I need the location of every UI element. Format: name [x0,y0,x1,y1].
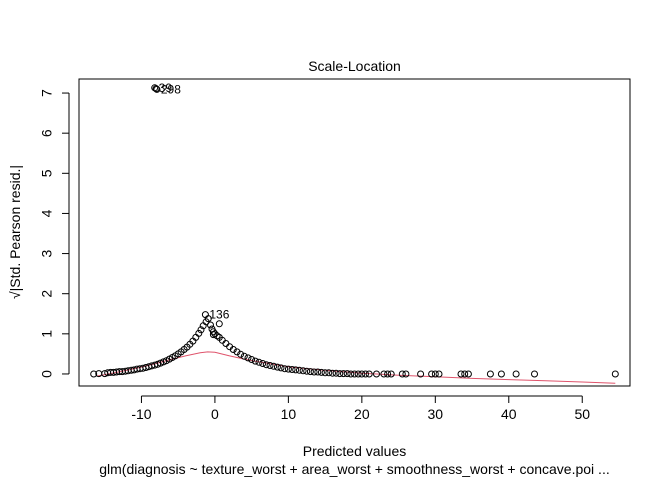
data-point [435,370,443,378]
chart-title: Scale-Location [308,58,401,74]
x-tick-label: 10 [281,406,297,422]
x-axis-label: Predicted values [303,443,407,459]
data-point [317,368,325,376]
data-point [461,370,469,378]
data-point [299,367,307,375]
y-tick-label: 7 [39,89,55,97]
data-point [90,370,98,378]
data-point [497,370,505,378]
data-point [237,350,245,358]
data-point [336,370,344,378]
data-point [270,362,278,370]
data-point [266,362,274,369]
data-point [152,85,160,93]
y-tick-label: 6 [39,129,55,137]
y-tick-label: 5 [39,169,55,177]
data-point [358,370,366,378]
x-tick-label: 40 [501,406,517,422]
data-point [365,370,373,378]
data-point [351,370,358,378]
data-point [431,370,439,378]
data-point [209,331,217,339]
data-point [153,85,161,93]
data-point [354,370,362,378]
data-point [373,370,380,378]
data-point [343,370,351,378]
y-tick-label: 1 [39,330,55,338]
data-point [398,370,406,378]
data-point [387,370,395,378]
data-point [233,348,241,356]
data-point [531,370,538,378]
data-point [332,369,340,377]
data-point [209,328,217,336]
point-label: 39 [159,81,173,95]
data-point [222,340,230,347]
data-point [273,363,281,371]
data-point [512,370,520,378]
y-tick-label: 3 [39,249,55,257]
data-point [329,369,336,377]
data-point [486,370,494,378]
data-point [244,354,252,362]
y-tick-label: 4 [39,209,55,217]
y-tick-label: 2 [39,290,55,298]
data-point [292,366,300,374]
y-axis: 0 1 2 3 4 5 6 7 [39,89,70,378]
data-point [347,370,355,378]
smooth-line-layer [97,351,616,384]
data-point [288,366,296,373]
data-point [215,320,223,328]
data-point [207,321,214,329]
data-point [325,369,333,377]
data-point [213,332,221,340]
data-point [362,370,369,378]
data-point [464,370,472,378]
x-tick-label: 20 [354,406,370,422]
point-label: 298 [161,82,181,96]
data-point [303,367,311,375]
x-axis: -10 0 10 20 30 40 50 [131,395,590,422]
data-point [340,370,347,378]
data-point [380,370,388,378]
x-tick-label: 50 [574,406,590,422]
y-tick-label: 0 [39,370,55,378]
data-point [255,358,263,366]
data-point [295,366,303,374]
data-point [201,311,209,319]
data-point [384,370,392,378]
data-point [306,368,314,376]
data-point [251,357,259,365]
data-point [151,84,159,92]
data-point [284,365,292,373]
data-point [417,370,425,378]
data-point [310,368,318,376]
data-point [277,364,285,372]
data-point [229,346,237,353]
data-point [402,370,410,378]
x-tick-label: -10 [131,406,151,422]
data-point [248,356,256,363]
model-formula-subtitle: glm(diagnosis ~ texture_worst + area_wor… [99,461,609,477]
data-point [240,352,248,360]
data-point [457,370,465,378]
data-point [259,360,267,367]
data-point [314,368,322,376]
x-tick-label: 0 [211,406,219,422]
plot-frame [78,78,631,387]
data-point [195,329,203,337]
point-label: 136 [209,308,229,322]
data-point [281,365,289,373]
y-axis-label: √|Std. Pearson resid.| [7,165,23,299]
data-point [321,369,329,377]
data-point [428,370,436,378]
x-tick-label: 30 [428,406,444,422]
points-layer [90,84,619,378]
data-point [197,326,205,334]
data-point [262,361,270,369]
smooth-line [97,351,616,384]
data-point [611,370,619,378]
